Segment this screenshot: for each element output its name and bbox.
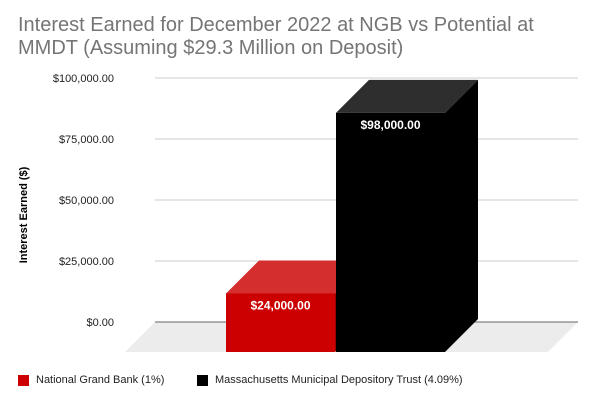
bar-top bbox=[336, 79, 478, 113]
bar-massachusetts-municipal-depository-trust[interactable]: $98,000.00 bbox=[336, 79, 478, 352]
legend-label-national-grand-bank: National Grand Bank (1%) bbox=[36, 374, 165, 386]
legend-item-massachusetts-municipal-depository-trust[interactable]: Massachusetts Municipal Depository Trust… bbox=[197, 374, 463, 386]
bar-front bbox=[336, 112, 445, 352]
legend-swatch-massachusetts-municipal-depository-trust bbox=[197, 374, 208, 386]
y-tick-label: $75,000.00 bbox=[59, 134, 114, 146]
bar-top bbox=[226, 260, 368, 294]
y-tick-label: $0.00 bbox=[86, 317, 114, 329]
y-tick-label: $100,000.00 bbox=[53, 73, 114, 85]
legend-swatch-national-grand-bank bbox=[18, 374, 29, 386]
chart-title: Interest Earned for December 2022 at NGB… bbox=[18, 14, 534, 59]
y-tick-label: $50,000.00 bbox=[59, 195, 114, 207]
plot-area: Interest Earned ($) $0.00 $25,000.00 $50,0… bbox=[18, 73, 578, 352]
y-axis-label: Interest Earned ($) bbox=[18, 166, 30, 263]
legend-label-massachusetts-municipal-depository-trust: Massachusetts Municipal Depository Trust… bbox=[215, 374, 463, 386]
bar-side bbox=[445, 79, 478, 352]
data-label-national-grand-bank: $24,000.00 bbox=[250, 298, 310, 312]
y-tick-label: $25,000.00 bbox=[59, 256, 114, 268]
data-label-massachusetts-municipal-depository-trust: $98,000.00 bbox=[360, 118, 420, 132]
legend-item-national-grand-bank[interactable]: National Grand Bank (1%) bbox=[18, 374, 164, 386]
bar-front bbox=[226, 293, 335, 352]
